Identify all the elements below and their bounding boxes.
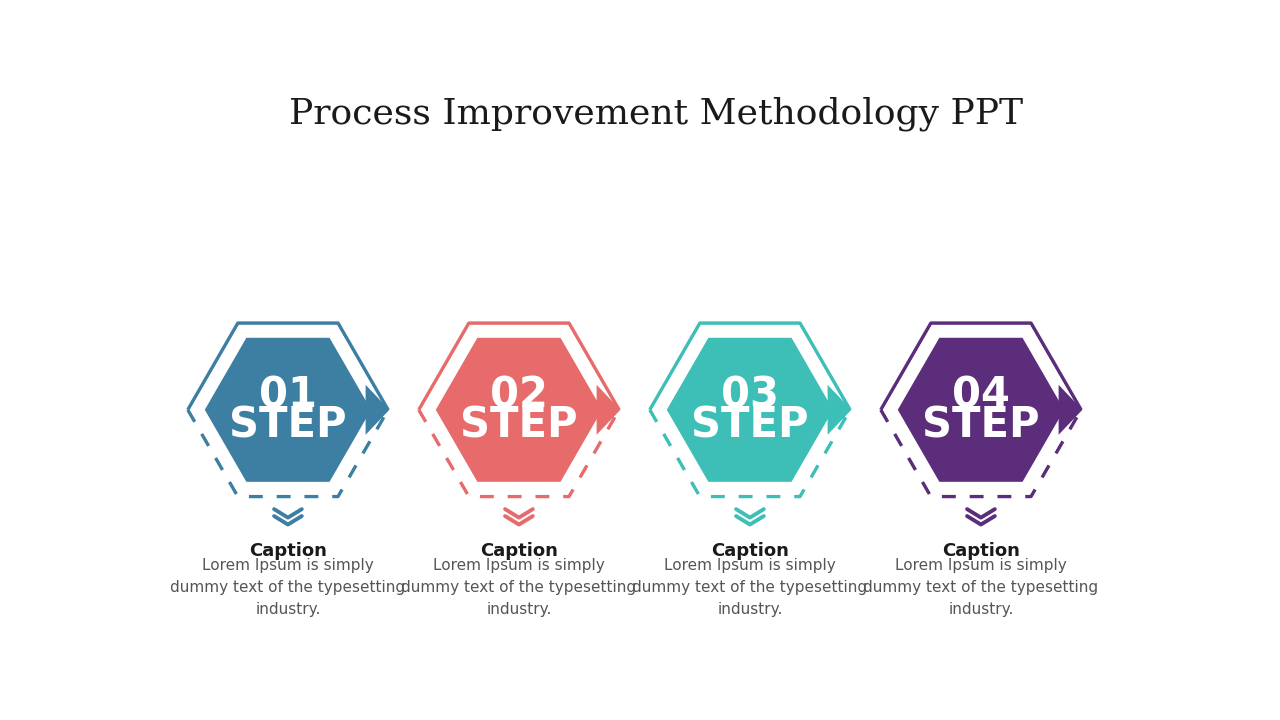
Polygon shape xyxy=(1059,385,1083,435)
Text: Lorem Ipsum is simply
dummy text of the typesetting
industry.: Lorem Ipsum is simply dummy text of the … xyxy=(864,557,1098,617)
Text: STEP: STEP xyxy=(691,404,809,446)
Text: 04: 04 xyxy=(952,375,1010,417)
Polygon shape xyxy=(897,338,1064,482)
Text: STEP: STEP xyxy=(922,404,1039,446)
Text: 01: 01 xyxy=(259,375,317,417)
Text: Caption: Caption xyxy=(710,542,788,560)
Polygon shape xyxy=(596,385,621,435)
Text: Caption: Caption xyxy=(250,542,326,560)
Text: 03: 03 xyxy=(721,375,780,417)
Text: Process Improvement Methodology PPT: Process Improvement Methodology PPT xyxy=(289,96,1023,130)
Text: Lorem Ipsum is simply
dummy text of the typesetting
industry.: Lorem Ipsum is simply dummy text of the … xyxy=(402,557,636,617)
Text: STEP: STEP xyxy=(460,404,577,446)
Text: 02: 02 xyxy=(490,375,548,417)
Text: STEP: STEP xyxy=(229,404,347,446)
Text: Lorem Ipsum is simply
dummy text of the typesetting
industry.: Lorem Ipsum is simply dummy text of the … xyxy=(632,557,868,617)
Polygon shape xyxy=(435,338,602,482)
Polygon shape xyxy=(828,385,851,435)
Polygon shape xyxy=(667,338,833,482)
Text: Lorem Ipsum is simply
dummy text of the typesetting
industry.: Lorem Ipsum is simply dummy text of the … xyxy=(170,557,406,617)
Polygon shape xyxy=(366,385,389,435)
Text: Caption: Caption xyxy=(480,542,558,560)
Text: Caption: Caption xyxy=(942,542,1020,560)
Polygon shape xyxy=(205,338,371,482)
